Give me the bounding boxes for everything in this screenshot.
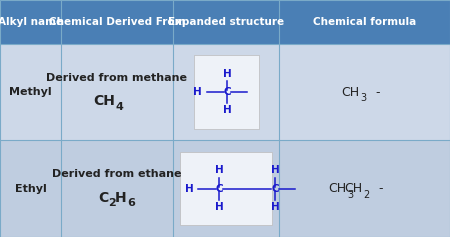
Text: H: H (215, 202, 224, 212)
FancyBboxPatch shape (61, 0, 173, 44)
FancyBboxPatch shape (0, 44, 61, 140)
Text: H: H (223, 69, 232, 79)
FancyBboxPatch shape (0, 0, 61, 44)
Text: Derived from methane: Derived from methane (46, 73, 188, 83)
Text: 3: 3 (347, 190, 353, 200)
FancyBboxPatch shape (61, 140, 173, 237)
Text: H: H (115, 191, 126, 205)
Text: H: H (223, 105, 232, 115)
Text: Derived from ethane: Derived from ethane (52, 169, 182, 179)
Text: C: C (224, 87, 231, 97)
FancyBboxPatch shape (61, 44, 173, 140)
Text: H: H (215, 165, 224, 175)
Text: 4: 4 (116, 102, 123, 112)
Text: CH: CH (341, 86, 359, 99)
Text: Ethyl: Ethyl (14, 184, 46, 194)
FancyBboxPatch shape (194, 55, 259, 129)
Text: C: C (98, 191, 108, 205)
Text: H: H (185, 184, 194, 194)
FancyBboxPatch shape (173, 44, 279, 140)
FancyBboxPatch shape (279, 0, 450, 44)
Text: C: C (215, 184, 223, 194)
Text: Methyl: Methyl (9, 87, 52, 97)
Text: CH: CH (328, 182, 346, 195)
Text: 6: 6 (127, 198, 135, 209)
Text: H: H (270, 202, 279, 212)
Text: Expanded structure: Expanded structure (168, 17, 284, 27)
Text: 3: 3 (360, 93, 366, 103)
Text: Alkyl name: Alkyl name (0, 17, 63, 27)
Text: CH: CH (344, 182, 362, 195)
Text: -: - (378, 182, 382, 195)
Text: C: C (271, 184, 279, 194)
FancyBboxPatch shape (173, 0, 279, 44)
Text: 2: 2 (363, 190, 369, 200)
Text: Chemical Derived From: Chemical Derived From (49, 17, 185, 27)
Text: CH: CH (93, 94, 115, 108)
FancyBboxPatch shape (180, 152, 272, 225)
FancyBboxPatch shape (173, 140, 279, 237)
Text: H: H (270, 165, 279, 175)
FancyBboxPatch shape (0, 140, 61, 237)
Text: 2: 2 (108, 198, 116, 209)
Text: -: - (376, 86, 380, 99)
FancyBboxPatch shape (279, 44, 450, 140)
Text: Chemical formula: Chemical formula (313, 17, 416, 27)
Text: H: H (194, 87, 202, 97)
FancyBboxPatch shape (279, 140, 450, 237)
